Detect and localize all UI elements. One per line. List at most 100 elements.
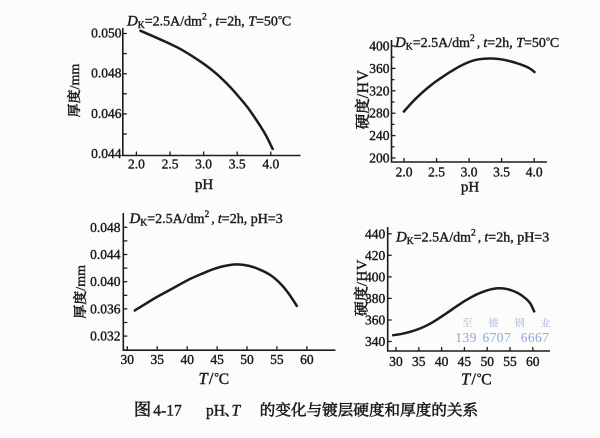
svg-text:0.044: 0.044 [90, 247, 121, 262]
svg-text:t: t [484, 231, 489, 246]
svg-text:3.5: 3.5 [229, 157, 246, 172]
svg-text:420: 420 [365, 248, 386, 263]
svg-text:=2h, pH=3: =2h, pH=3 [488, 231, 549, 246]
svg-text:2.0: 2.0 [128, 157, 145, 172]
svg-text:0.044: 0.044 [91, 146, 122, 161]
svg-text:K: K [406, 43, 413, 53]
svg-text:280: 280 [369, 106, 390, 121]
svg-text:C: C [282, 15, 291, 30]
svg-text:0.036: 0.036 [90, 301, 121, 316]
svg-text:C: C [550, 36, 559, 51]
svg-text:45: 45 [210, 352, 224, 367]
svg-text:50: 50 [480, 354, 494, 369]
svg-text:35: 35 [150, 352, 164, 367]
svg-text:=2.5A/dm: =2.5A/dm [147, 212, 204, 227]
svg-text:6667: 6667 [521, 330, 550, 345]
svg-text:2: 2 [202, 13, 207, 23]
svg-text:4.0: 4.0 [526, 165, 543, 180]
svg-text:/HV: /HV [355, 259, 371, 286]
svg-text:pH: pH [206, 402, 225, 419]
svg-text:380: 380 [365, 291, 386, 306]
svg-text:K: K [407, 237, 414, 247]
svg-text:320: 320 [369, 83, 390, 98]
svg-text:K: K [138, 21, 145, 31]
svg-text:=2.5A/dm: =2.5A/dm [145, 15, 202, 30]
svg-text:/: / [209, 369, 214, 388]
svg-text:3.0: 3.0 [461, 165, 478, 180]
svg-text:40: 40 [435, 354, 449, 369]
svg-text:pH: pH [461, 180, 480, 196]
svg-text:,: , [209, 14, 212, 29]
svg-text:3.0: 3.0 [195, 157, 212, 172]
svg-text:0.046: 0.046 [91, 106, 122, 121]
svg-text:50: 50 [240, 352, 254, 367]
svg-text:60: 60 [300, 352, 314, 367]
svg-text:°: ° [477, 371, 482, 385]
svg-text:30: 30 [389, 354, 403, 369]
svg-text:340: 340 [365, 334, 386, 349]
svg-text:0.032: 0.032 [90, 329, 120, 344]
svg-text:°: ° [546, 35, 550, 47]
svg-text:2: 2 [471, 229, 476, 239]
svg-text:30: 30 [121, 352, 135, 367]
svg-text:,: , [477, 35, 480, 50]
svg-text:2.0: 2.0 [396, 165, 413, 180]
svg-text:T: T [199, 369, 210, 388]
svg-text:t: t [218, 212, 223, 227]
svg-text:400: 400 [365, 269, 386, 284]
svg-text:360: 360 [365, 313, 386, 328]
svg-text:/HV: /HV [355, 69, 372, 98]
svg-text:40: 40 [180, 352, 194, 367]
svg-text:t: t [215, 15, 220, 30]
svg-text:2: 2 [205, 210, 210, 220]
svg-text:360: 360 [369, 61, 390, 76]
svg-text:=2h,: =2h, [487, 36, 512, 51]
svg-text:°: ° [214, 370, 219, 384]
svg-text:240: 240 [369, 128, 390, 143]
svg-text:2.5: 2.5 [162, 157, 179, 172]
svg-text:T: T [461, 370, 472, 389]
svg-text:400: 400 [369, 39, 390, 54]
svg-text:K: K [140, 219, 147, 229]
svg-text:°: ° [278, 14, 282, 26]
svg-text:=2.5A/dm: =2.5A/dm [413, 36, 470, 51]
svg-text:/mm: /mm [68, 64, 83, 90]
svg-text:6707: 6707 [483, 330, 512, 345]
svg-text:=50: =50 [524, 36, 546, 51]
svg-text:D: D [394, 35, 406, 51]
svg-text:T: T [516, 36, 525, 51]
svg-text:55: 55 [270, 352, 284, 367]
svg-text:pH: pH [195, 177, 214, 193]
svg-text:0.050: 0.050 [91, 26, 122, 41]
svg-text:=2h, pH=3: =2h, pH=3 [222, 212, 283, 227]
svg-text:2: 2 [470, 34, 475, 44]
svg-text:0.040: 0.040 [90, 274, 121, 289]
svg-text:=50: =50 [256, 15, 278, 30]
svg-text:,: , [478, 230, 481, 245]
svg-text:t: t [483, 36, 488, 51]
svg-text:=2.5A/dm: =2.5A/dm [414, 231, 471, 246]
svg-text:4-17: 4-17 [153, 402, 182, 419]
svg-text:440: 440 [365, 226, 386, 241]
svg-text:60: 60 [526, 354, 540, 369]
svg-text:/mm: /mm [74, 265, 89, 291]
svg-text:T: T [232, 402, 242, 419]
svg-text:0.048: 0.048 [90, 220, 121, 235]
svg-text:0.048: 0.048 [91, 66, 122, 81]
svg-text:=2h,: =2h, [219, 15, 244, 30]
svg-text:/: / [471, 370, 476, 389]
svg-text:4.0: 4.0 [262, 157, 279, 172]
svg-text:D: D [129, 211, 141, 227]
svg-text:C: C [219, 371, 229, 388]
svg-text:35: 35 [412, 354, 426, 369]
svg-text:C: C [481, 372, 491, 389]
svg-text:,: , [211, 211, 214, 226]
svg-text:139: 139 [455, 330, 476, 345]
svg-text:D: D [395, 230, 407, 246]
svg-text:T: T [248, 15, 257, 30]
svg-text:D: D [126, 14, 138, 30]
svg-text:3.5: 3.5 [493, 165, 510, 180]
svg-text:2.5: 2.5 [428, 165, 445, 180]
svg-text:200: 200 [369, 151, 390, 166]
svg-text:55: 55 [503, 354, 517, 369]
